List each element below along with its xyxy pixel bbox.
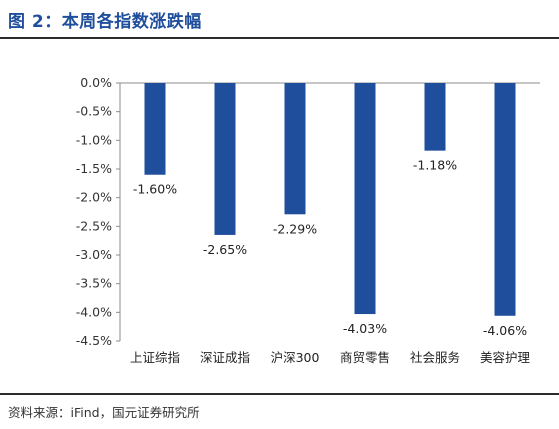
source-note: 资料来源：iFind，国元证券研究所 [8,405,200,420]
y-tick-label: -0.5% [76,104,112,119]
bar-chart: 0.0% -0.5% -1.0% -1.5% -2.0% -2.5% -3.0% -3.5% -… [76,75,540,365]
bar [214,83,236,235]
y-tick-label: -1.0% [76,132,112,147]
x-tick-label: 商贸零售 [340,350,390,365]
bar [354,83,376,315]
x-tick-label: 上证综指 [130,350,180,365]
y-tick-label: -1.5% [76,161,112,176]
y-tick-label: -4.5% [76,333,112,348]
y-tick-label: -4.0% [76,304,112,319]
y-tick-label: -2.5% [76,218,112,233]
bar [284,83,306,215]
data-label: -1.18% [413,158,457,173]
y-tick-label: -3.0% [76,247,112,262]
data-label: -2.65% [203,242,247,257]
data-label: -4.06% [483,323,527,338]
x-tick-label: 沪深300 [271,350,320,365]
figure-title: 图 2：本周各指数涨跌幅 [8,12,202,32]
bar [144,83,166,175]
y-tick-label: 0.0% [80,75,112,90]
data-label: -1.60% [133,182,177,197]
x-tick-label: 社会服务 [410,350,460,365]
data-label: -2.29% [273,221,317,236]
y-tick-label: -2.0% [76,190,112,205]
bottom-rule [0,393,559,395]
x-tick-label: 美容护理 [480,350,531,365]
y-tick-label: -3.5% [76,276,112,291]
bar [494,83,516,316]
top-rule [0,37,559,39]
data-label: -4.03% [343,321,387,336]
bar [424,83,446,151]
x-tick-label: 深证成指 [200,350,250,365]
